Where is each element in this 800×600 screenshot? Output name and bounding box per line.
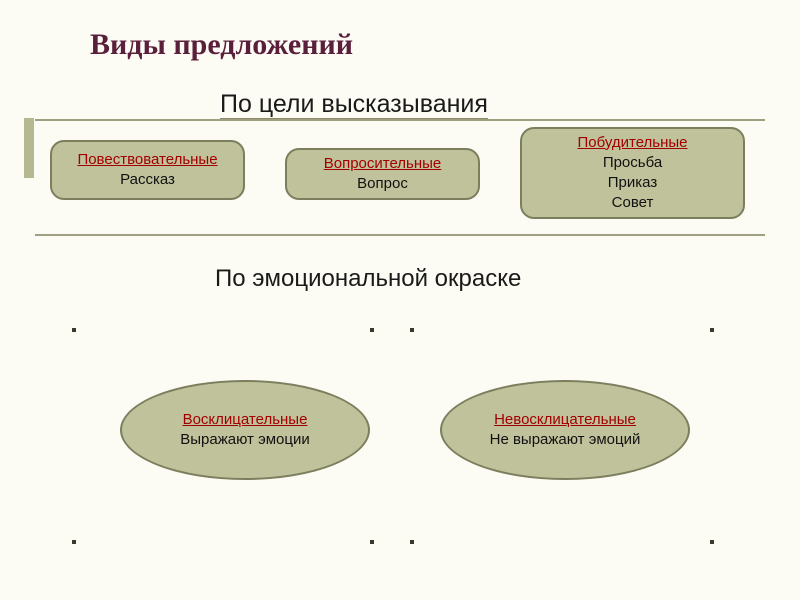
placeholder-dot xyxy=(710,540,714,544)
placeholder-dot xyxy=(410,540,414,544)
ellipse-exclamatory: Восклицательные Выражают эмоции xyxy=(120,380,370,480)
box-declarative: Повествовательные Рассказ xyxy=(50,140,245,200)
box-sub: Вопрос xyxy=(357,174,408,194)
box-sub: Рассказ xyxy=(120,170,175,190)
box-imperative: Побудительные Просьба Приказ Совет xyxy=(520,127,745,219)
rule-top xyxy=(35,119,765,121)
box-title: Повествовательные xyxy=(77,150,217,170)
box-sub: Приказ xyxy=(608,173,657,193)
side-decor xyxy=(24,118,34,178)
section1-heading: По цели высказывания xyxy=(220,90,488,119)
box-sub: Совет xyxy=(612,193,654,213)
box-interrogative: Вопросительные Вопрос xyxy=(285,148,480,200)
placeholder-dot xyxy=(72,328,76,332)
box-title: Вопросительные xyxy=(324,154,442,174)
ellipse-nonexclamatory: Невосклицательные Не выражают эмоций xyxy=(440,380,690,480)
placeholder-dot xyxy=(72,540,76,544)
ellipse-title: Невосклицательные xyxy=(494,410,636,430)
placeholder-dot xyxy=(370,540,374,544)
box-sub: Просьба xyxy=(603,153,662,173)
ellipse-title: Восклицательные xyxy=(183,410,308,430)
ellipse-sub: Не выражают эмоций xyxy=(490,430,641,450)
placeholder-dot xyxy=(370,328,374,332)
section2-heading: По эмоциональной окраске xyxy=(215,265,521,293)
page-title: Виды предложений xyxy=(90,28,353,62)
rule-bottom xyxy=(35,234,765,236)
ellipse-sub: Выражают эмоции xyxy=(180,430,309,450)
box-title: Побудительные xyxy=(577,133,687,153)
placeholder-dot xyxy=(410,328,414,332)
placeholder-dot xyxy=(710,328,714,332)
